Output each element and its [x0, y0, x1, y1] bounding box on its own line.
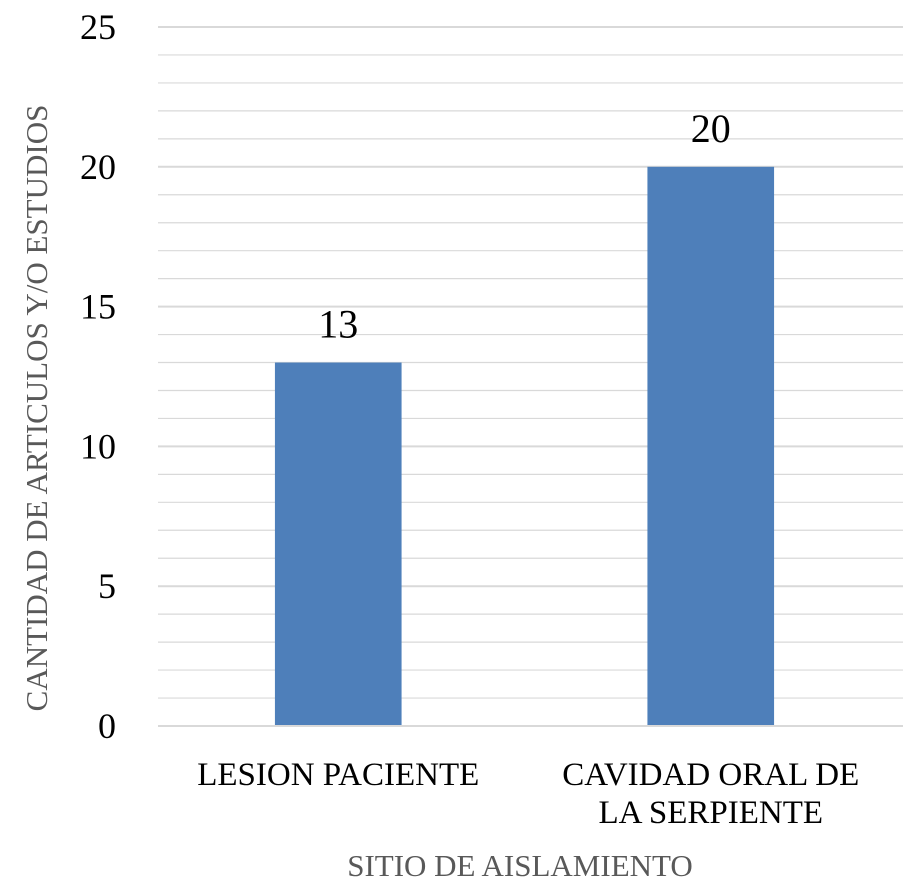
gridlines — [158, 26, 903, 699]
bars — [274, 166, 775, 727]
y-tick-label: 0 — [98, 706, 116, 746]
y-tick-label: 25 — [80, 7, 116, 47]
y-tick-label: 20 — [80, 147, 116, 187]
x-axis-categories: LESION PACIENTE CAVIDAD ORAL DE LA SERPIEN… — [197, 757, 859, 831]
y-tick-label: 5 — [98, 566, 116, 606]
data-labels: 13 20 — [318, 106, 731, 347]
x-category-label: CAVIDAD ORAL DE LA SERPIENTE — [562, 757, 859, 831]
y-axis-ticks: 0 5 10 15 20 25 — [80, 7, 116, 746]
y-axis-title: CANTIDAD DE ARTICULOS Y/O ESTUDIOS — [19, 105, 54, 712]
x-axis-title: SITIO DE AISLAMIENTO — [347, 848, 693, 883]
data-label: 13 — [318, 302, 358, 347]
y-tick-label: 15 — [80, 287, 116, 327]
bar — [274, 362, 402, 726]
x-category-label: LESION PACIENTE — [197, 757, 479, 793]
bar — [647, 166, 775, 727]
y-tick-label: 10 — [80, 426, 116, 466]
data-label: 20 — [691, 106, 731, 151]
